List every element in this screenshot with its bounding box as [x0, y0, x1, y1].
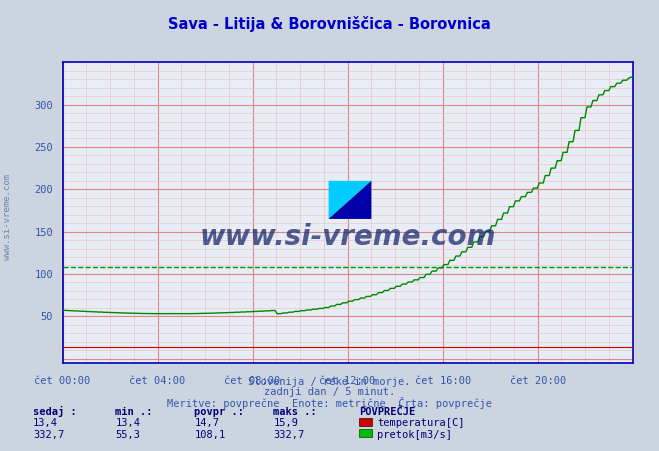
Text: 250: 250 — [34, 143, 53, 152]
Text: 14,7: 14,7 — [194, 417, 219, 427]
Text: čet 04:00: čet 04:00 — [129, 375, 186, 385]
Text: čet 20:00: čet 20:00 — [509, 375, 566, 385]
Text: min .:: min .: — [115, 406, 153, 416]
Text: čet 16:00: čet 16:00 — [415, 375, 471, 385]
Text: 13,4: 13,4 — [33, 417, 58, 427]
Text: sedaj :: sedaj : — [33, 405, 76, 416]
Text: 150: 150 — [34, 227, 53, 237]
Text: 13,4: 13,4 — [115, 417, 140, 427]
Polygon shape — [329, 181, 372, 220]
Text: maks .:: maks .: — [273, 406, 317, 416]
Text: čet 12:00: čet 12:00 — [320, 375, 376, 385]
Text: www.si-vreme.com: www.si-vreme.com — [3, 174, 13, 259]
Text: www.si-vreme.com: www.si-vreme.com — [200, 222, 496, 250]
Text: Slovenija / reke in morje.: Slovenija / reke in morje. — [248, 377, 411, 387]
Text: 108,1: 108,1 — [194, 428, 225, 438]
Bar — [329, 181, 372, 220]
Text: POVPREČJE: POVPREČJE — [359, 406, 415, 416]
Text: 15,9: 15,9 — [273, 417, 299, 427]
Polygon shape — [329, 181, 372, 220]
Text: 100: 100 — [34, 269, 53, 279]
Text: temperatura[C]: temperatura[C] — [377, 417, 465, 427]
Text: pretok[m3/s]: pretok[m3/s] — [377, 428, 452, 438]
Text: čet 08:00: čet 08:00 — [225, 375, 281, 385]
Text: 332,7: 332,7 — [33, 428, 64, 438]
Text: 300: 300 — [34, 101, 53, 110]
Text: Sava - Litija & Borovniščica - Borovnica: Sava - Litija & Borovniščica - Borovnica — [168, 16, 491, 32]
Text: 55,3: 55,3 — [115, 428, 140, 438]
Text: povpr .:: povpr .: — [194, 406, 244, 416]
Text: čet 00:00: čet 00:00 — [34, 375, 91, 385]
Text: Meritve: povprečne  Enote: metrične  Črta: povprečje: Meritve: povprečne Enote: metrične Črta:… — [167, 396, 492, 409]
Text: 50: 50 — [41, 312, 53, 322]
Text: zadnji dan / 5 minut.: zadnji dan / 5 minut. — [264, 387, 395, 396]
Text: 332,7: 332,7 — [273, 428, 304, 438]
Text: 200: 200 — [34, 185, 53, 195]
